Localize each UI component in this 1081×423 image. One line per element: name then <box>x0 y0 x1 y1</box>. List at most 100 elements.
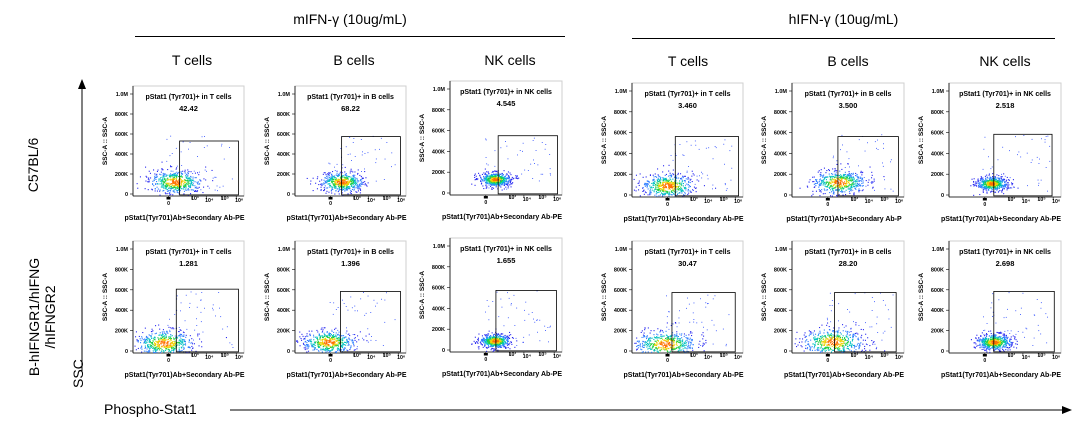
x-tick-label: 10⁶ <box>734 199 743 205</box>
column-header-b-cells-mifn: B cells <box>333 52 375 68</box>
x-tick-label: 10⁶ <box>235 198 244 204</box>
y-tick-label: 1.0M <box>116 92 129 98</box>
y-tick-label: 400K <box>277 152 290 158</box>
panel-y-axis-label: SSC-A :: SSC-A <box>102 117 109 165</box>
x-axis-arrowhead <box>1062 406 1072 414</box>
x-tick-label: 0 <box>329 358 332 364</box>
event-cloud <box>471 137 551 191</box>
y-tick-label: 400K <box>774 151 787 157</box>
y-tick-label: 0 <box>287 349 290 355</box>
x-tick-label: 10⁴ <box>704 199 713 205</box>
gate-percent: 42.42 <box>179 104 198 113</box>
x-tick-label: 10⁶ <box>895 355 904 361</box>
gate-label: pStat1 (Tyr701)+ in T cells <box>145 94 231 101</box>
panel-x-axis-label: pStat1(Tyr701)Ab+Secondary Ab-PE <box>623 216 743 223</box>
y-tick-label: 200K <box>115 172 128 178</box>
gate-label: pStat1 (Tyr701)+ in T cells <box>644 249 730 256</box>
gate-percent: 30.47 <box>678 259 697 268</box>
group-rule-mifn <box>135 36 565 37</box>
event-cloud <box>136 135 233 196</box>
panel-x-axis-label: pStat1(Tyr701)Ab+Secondary Ab-PE <box>286 372 406 379</box>
gate-percent: 68.22 <box>341 104 360 113</box>
gate-percent: 4.545 <box>497 99 516 108</box>
zero-marker <box>166 354 171 357</box>
panel-y-axis-label: SSC-A :: SSC-A <box>419 114 426 162</box>
y-tick-label: 1.0M <box>932 247 945 253</box>
x-tick-label: 10⁶ <box>1052 199 1061 205</box>
x-tick-label: 10³ <box>1008 197 1016 203</box>
y-tick-label: 600K <box>774 131 787 137</box>
y-tick-label: 200K <box>774 329 787 335</box>
y-tick-label: 200K <box>432 327 445 333</box>
zero-marker <box>982 354 987 357</box>
zero-marker <box>665 198 670 201</box>
y-tick-label: 800K <box>774 267 787 273</box>
x-tick-label: 10⁵ <box>221 353 230 359</box>
y-tick-label: 1.0M <box>615 247 628 253</box>
y-axis-arrowhead <box>78 79 86 89</box>
x-tick-label: 10⁴ <box>367 355 376 361</box>
panel-x-axis-label: pStat1(Tyr701)Ab+Secondary Ab-PE <box>124 372 244 379</box>
gate-label: pStat1 (Tyr701)+ in B cells <box>307 249 394 256</box>
gate-box <box>837 136 899 197</box>
y-tick-label: 600K <box>115 132 128 138</box>
gate-label: pStat1 (Tyr701)+ in NK cells <box>460 246 552 253</box>
gate-percent: 3.500 <box>839 101 858 110</box>
gate-label: pStat1 (Tyr701)+ in B cells <box>805 91 892 98</box>
x-tick-label: 10⁵ <box>538 195 547 201</box>
y-tick-label: 200K <box>614 172 627 178</box>
gate-percent: 1.281 <box>179 259 198 268</box>
y-tick-label: 200K <box>115 329 128 335</box>
y-tick-label: 600K <box>115 288 128 294</box>
gate-percent: 2.698 <box>996 259 1015 268</box>
x-tick-label: 10³ <box>690 353 698 359</box>
gate-box <box>993 133 1053 197</box>
plot-frame <box>132 240 245 354</box>
zero-marker <box>825 354 830 357</box>
y-tick-label: 800K <box>277 112 290 118</box>
gate-label: pStat1 (Tyr701)+ in B cells <box>307 94 394 101</box>
y-tick-label: 600K <box>432 286 445 292</box>
x-tick-label: 0 <box>666 358 669 364</box>
y-tick-label: 0 <box>624 193 627 199</box>
y-tick-label: 600K <box>614 288 627 294</box>
panel-y-axis-label: SSC-A :: SSC-A <box>601 116 608 164</box>
y-tick-label: 200K <box>277 329 290 335</box>
event-cloud <box>633 139 733 197</box>
panel-y-axis-label: SSC-A :: SSC-A <box>918 116 925 164</box>
gate-label: pStat1 (Tyr701)+ in B cells <box>805 249 892 256</box>
gate-label: pStat1 (Tyr701)+ in T cells <box>145 249 231 256</box>
y-tick-label: 200K <box>432 170 445 176</box>
y-tick-label: 400K <box>931 151 944 157</box>
y-tick-label: 800K <box>277 267 290 273</box>
panel-x-axis-label: pStat1(Tyr701)Ab+Secondary Ab-PE <box>941 372 1061 379</box>
y-tick-label: 0 <box>442 348 445 354</box>
panel-x-axis-label: pStat1(Tyr701)Ab+Secondary Ab-PE <box>784 372 904 379</box>
panel-y-axis-label: SSC-A :: SSC-A <box>761 116 768 164</box>
zero-marker <box>328 354 333 357</box>
zero-marker <box>328 197 333 200</box>
x-tick-label: 0 <box>826 358 829 364</box>
x-tick-label: 0 <box>329 201 332 207</box>
x-tick-label: 10⁴ <box>367 198 376 204</box>
x-tick-label: 10⁵ <box>880 197 889 203</box>
event-cloud <box>634 294 730 353</box>
x-tick-label: 10³ <box>509 195 517 201</box>
panel-x-axis-label: pStat1(Tyr701)Ab+Secondary Ab-PE <box>623 372 743 379</box>
gate-box <box>340 291 401 353</box>
plot-frame <box>791 82 905 198</box>
x-tick-label: 0 <box>167 201 170 207</box>
y-tick-label: 800K <box>931 267 944 273</box>
y-tick-label: 400K <box>115 152 128 158</box>
x-tick-label: 10⁴ <box>704 355 713 361</box>
zero-marker <box>483 353 488 356</box>
group-title-hifn: hIFN-γ (10ug/mL) <box>788 11 899 27</box>
y-tick-label: 1.0M <box>932 89 945 95</box>
y-tick-label: 400K <box>614 308 627 314</box>
x-tick-label: 10⁵ <box>383 196 392 202</box>
gate-box <box>674 136 739 197</box>
